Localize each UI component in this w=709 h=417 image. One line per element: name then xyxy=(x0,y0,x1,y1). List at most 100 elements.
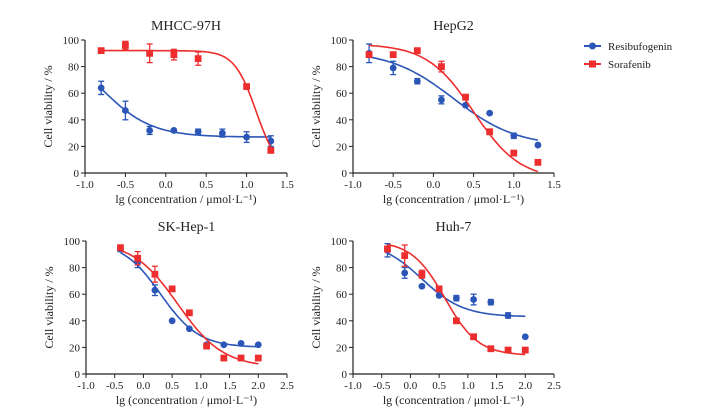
y-tick-label: 20 xyxy=(336,342,348,354)
data-point xyxy=(438,63,445,70)
data-point xyxy=(487,345,495,353)
fit-curve xyxy=(387,243,526,356)
x-tick-label: 0.0 xyxy=(159,179,173,191)
chart-panel-huh-7: 0 20 40 60 80 100 -1.0 -0.5 0.0 0.5 1.0 1.5 2.0 2.5 Hu… xyxy=(309,220,561,407)
fit-curve xyxy=(387,252,526,318)
y-axis-label: Cell viability / % xyxy=(42,266,56,348)
chart-title: Huh-7 xyxy=(436,220,472,235)
legend: Resibufogenin Sorafenib xyxy=(584,41,673,71)
x-tick-label: 1.5 xyxy=(280,179,294,191)
x-tick-label: -1.0 xyxy=(344,179,362,191)
y-tick-label: 60 xyxy=(68,88,80,100)
x-tick-label: 0.0 xyxy=(404,380,418,392)
x-tick-label: -1.0 xyxy=(76,179,94,191)
x-tick-label: -0.5 xyxy=(384,179,402,191)
data-point xyxy=(534,158,542,166)
data-point xyxy=(97,84,105,92)
data-point xyxy=(243,133,251,141)
y-tick-label: 80 xyxy=(336,62,348,74)
legend-item-resibufogenin: Resibufogenin xyxy=(584,41,673,53)
data-point xyxy=(470,296,477,303)
data-point xyxy=(534,141,542,149)
data-point xyxy=(267,146,275,154)
chart-title: SK-Hep-1 xyxy=(158,220,216,235)
fit-curve xyxy=(100,87,271,138)
x-tick-label: -1.0 xyxy=(77,380,95,392)
x-tick-label: 1.5 xyxy=(547,179,561,191)
data-point xyxy=(470,333,477,341)
series-sorafenib xyxy=(117,244,262,365)
chart-title: HepG2 xyxy=(433,19,473,34)
y-tick-label: 40 xyxy=(68,115,80,127)
y-tick-label: 0 xyxy=(342,168,348,180)
y-tick-label: 100 xyxy=(331,236,348,248)
data-point xyxy=(504,312,512,319)
data-point xyxy=(462,93,469,101)
data-point xyxy=(170,51,178,59)
data-point xyxy=(384,245,391,253)
y-tick-label: 0 xyxy=(342,369,348,381)
series-resibufogenin xyxy=(365,43,542,149)
legend-item-sorafenib: Sorafenib xyxy=(584,59,651,71)
data-point xyxy=(117,244,124,252)
x-tick-label: 2.0 xyxy=(251,380,265,392)
x-tick-label: 2.5 xyxy=(547,380,561,392)
x-tick-label: 0.0 xyxy=(137,380,151,392)
x-tick-label: 1.0 xyxy=(240,179,254,191)
series-sorafenib xyxy=(97,40,275,154)
data-point xyxy=(418,282,426,290)
y-tick-label: 100 xyxy=(331,35,348,47)
x-tick-label: 1.0 xyxy=(461,380,475,392)
x-tick-label: 0.5 xyxy=(199,179,213,191)
legend-marker-square-icon xyxy=(589,60,596,68)
x-tick-label: 0.5 xyxy=(467,179,481,191)
data-point xyxy=(185,325,193,333)
data-point xyxy=(438,96,445,104)
data-point xyxy=(487,298,495,306)
data-point xyxy=(146,127,154,134)
series-resibufogenin xyxy=(97,80,275,148)
data-point xyxy=(122,107,129,114)
data-point xyxy=(389,51,397,59)
y-tick-label: 100 xyxy=(64,236,81,248)
x-tick-label: 1.5 xyxy=(490,380,504,392)
chart-panel-sk-hep-1: 0 20 40 60 80 100 -1.0 -0.5 0.0 0.5 1.0 1.5 2.0 2.5 SK… xyxy=(42,220,294,407)
data-point xyxy=(243,83,250,90)
x-axis-label: lg (concentration / μmol·L⁻¹) xyxy=(115,192,256,206)
data-point xyxy=(194,128,202,136)
data-point xyxy=(203,342,210,350)
y-tick-label: 80 xyxy=(336,263,348,275)
x-tick-label: 0.5 xyxy=(432,380,446,392)
data-point xyxy=(401,252,409,260)
x-tick-label: 1.0 xyxy=(194,380,208,392)
x-axis-label: lg (concentration / μmol·L⁻¹) xyxy=(383,393,524,407)
data-point xyxy=(185,309,193,317)
fit-curve xyxy=(101,49,272,148)
data-point xyxy=(254,341,262,349)
data-point xyxy=(218,129,226,137)
y-tick-label: 80 xyxy=(69,263,81,275)
data-point xyxy=(413,77,421,85)
data-point xyxy=(510,149,518,157)
data-point xyxy=(435,292,443,299)
data-point xyxy=(151,286,159,294)
data-point xyxy=(401,269,409,277)
y-tick-label: 100 xyxy=(63,35,80,47)
y-axis-label: Cell viability / % xyxy=(309,65,323,147)
data-point xyxy=(413,47,421,55)
y-tick-label: 0 xyxy=(74,168,80,180)
data-point xyxy=(237,354,245,362)
data-point xyxy=(486,128,494,136)
chart-panel-mhcc-97h: 0 20 40 60 80 100 -1.0 -0.5 0.0 0.5 1.0 1.5 MHCC-97H… xyxy=(41,19,294,206)
y-tick-label: 20 xyxy=(69,342,81,354)
data-point xyxy=(452,317,460,325)
y-tick-label: 40 xyxy=(336,316,348,328)
data-point xyxy=(389,64,397,72)
data-point xyxy=(170,127,178,134)
data-point xyxy=(521,333,529,341)
y-tick-label: 40 xyxy=(336,115,348,127)
x-axis-label: lg (concentration / μmol·L⁻¹) xyxy=(383,192,524,206)
data-point xyxy=(365,51,373,59)
